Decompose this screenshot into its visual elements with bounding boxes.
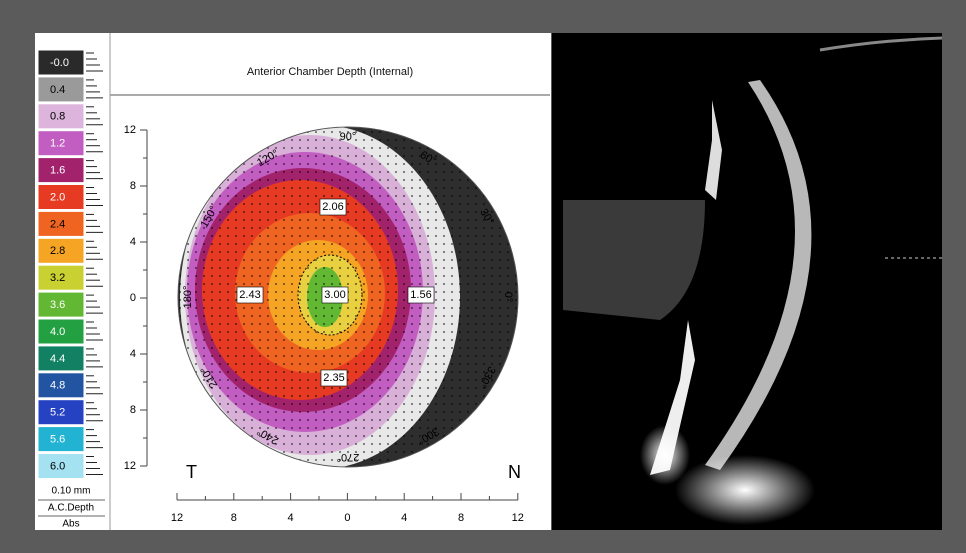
- x-tick-label: 4: [401, 512, 407, 524]
- x-tick-label: 4: [288, 512, 294, 524]
- map-title: Anterior Chamber Depth (Internal): [247, 66, 413, 78]
- scale-quantity: A.C.Depth: [48, 503, 94, 514]
- scale-unit: 0.10 mm: [52, 486, 91, 497]
- screenshot: Anterior Chamber Depth (Internal) T N 0.…: [0, 0, 966, 548]
- scale-label: 1.6: [50, 165, 65, 177]
- scale-mode: Abs: [62, 519, 79, 530]
- y-tick-label: 0: [130, 292, 136, 304]
- y-tick-label: 4: [130, 236, 136, 248]
- y-tick-label: 4: [130, 348, 136, 360]
- scale-label: 2.8: [50, 245, 65, 257]
- depth-value: 3.00: [324, 289, 345, 301]
- scale-label: -0.0: [50, 57, 69, 69]
- y-tick-label: 12: [124, 460, 136, 472]
- depth-value: 2.43: [239, 289, 260, 301]
- scale-label: 5.6: [50, 434, 65, 446]
- y-tick-label: 12: [124, 124, 136, 136]
- x-tick-label: 12: [171, 512, 183, 524]
- nasal-label: N: [508, 462, 521, 482]
- temporal-label: T: [186, 462, 197, 482]
- scale-label: 0.4: [50, 84, 65, 96]
- scale-label: 4.4: [50, 353, 65, 365]
- y-tick-label: 8: [130, 404, 136, 416]
- angle-label: 180°: [182, 286, 194, 309]
- depth-value: 2.35: [323, 372, 344, 384]
- scale-label: 6.0: [50, 460, 65, 472]
- x-tick-label: 8: [458, 512, 464, 524]
- scale-label: 1.2: [50, 138, 65, 150]
- depth-value: 1.56: [410, 289, 431, 301]
- scale-label: 2.4: [50, 218, 65, 230]
- page: Anterior Chamber Depth (Internal) T N 0.…: [0, 0, 966, 548]
- x-tick-label: 12: [512, 512, 524, 524]
- y-tick-label: 8: [130, 180, 136, 192]
- scale-label: 3.6: [50, 299, 65, 311]
- scale-label: 2.0: [50, 191, 65, 203]
- scale-label: 5.2: [50, 407, 65, 419]
- x-tick-label: 8: [231, 512, 237, 524]
- angle-label: 90°: [340, 131, 357, 143]
- scale-label: 4.8: [50, 380, 65, 392]
- scale-label: 3.2: [50, 272, 65, 284]
- scale-label: 0.8: [50, 111, 65, 123]
- angle-label: 0°: [502, 292, 514, 303]
- angle-label: 270°: [337, 451, 360, 463]
- x-tick-label: 0: [344, 512, 350, 524]
- scale-label: 4.0: [50, 326, 65, 338]
- depth-value: 2.06: [322, 201, 343, 213]
